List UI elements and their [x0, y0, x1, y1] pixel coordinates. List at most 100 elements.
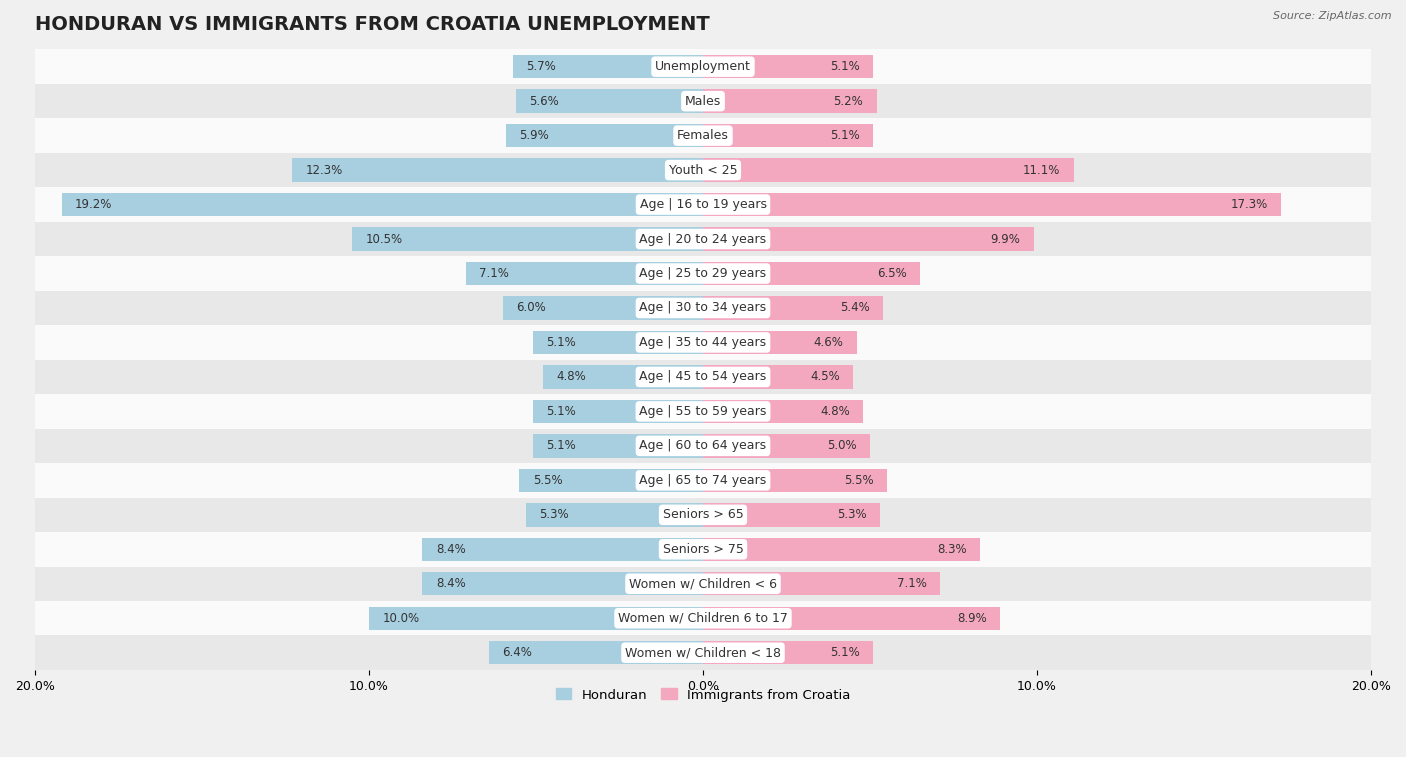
Bar	[35, 463, 1371, 497]
Bar	[35, 428, 1371, 463]
Bar	[506, 124, 703, 148]
Bar	[703, 262, 920, 285]
Bar	[35, 635, 1371, 670]
Text: 9.9%: 9.9%	[990, 232, 1021, 245]
Bar	[703, 296, 883, 319]
Bar	[35, 291, 1371, 326]
Text: 5.2%: 5.2%	[834, 95, 863, 107]
Text: 10.0%: 10.0%	[382, 612, 419, 625]
Bar	[703, 331, 856, 354]
Text: 12.3%: 12.3%	[305, 164, 343, 176]
Text: 8.9%: 8.9%	[957, 612, 987, 625]
Bar	[703, 124, 873, 148]
Bar	[502, 296, 703, 319]
Text: 8.3%: 8.3%	[938, 543, 967, 556]
Text: Age | 20 to 24 years: Age | 20 to 24 years	[640, 232, 766, 245]
Bar	[353, 227, 703, 251]
Bar	[35, 360, 1371, 394]
Text: 8.4%: 8.4%	[436, 543, 465, 556]
Bar	[703, 435, 870, 457]
Bar	[703, 469, 887, 492]
Text: Age | 45 to 54 years: Age | 45 to 54 years	[640, 370, 766, 384]
Bar	[513, 55, 703, 79]
Text: 4.8%: 4.8%	[555, 370, 586, 384]
Bar	[703, 158, 1074, 182]
Text: Source: ZipAtlas.com: Source: ZipAtlas.com	[1274, 11, 1392, 21]
Text: 5.1%: 5.1%	[831, 646, 860, 659]
Text: 5.3%: 5.3%	[837, 508, 866, 522]
Bar	[519, 469, 703, 492]
Text: 11.1%: 11.1%	[1024, 164, 1060, 176]
Bar	[703, 641, 873, 665]
Text: Unemployment: Unemployment	[655, 60, 751, 73]
Legend: Honduran, Immigrants from Croatia: Honduran, Immigrants from Croatia	[550, 684, 856, 707]
Text: Seniors > 75: Seniors > 75	[662, 543, 744, 556]
Bar	[35, 566, 1371, 601]
Text: 8.4%: 8.4%	[436, 578, 465, 590]
Text: Age | 55 to 59 years: Age | 55 to 59 years	[640, 405, 766, 418]
Bar	[35, 118, 1371, 153]
Bar	[703, 193, 1281, 217]
Text: 10.5%: 10.5%	[366, 232, 402, 245]
Bar	[465, 262, 703, 285]
Text: 17.3%: 17.3%	[1230, 198, 1268, 211]
Text: 5.0%: 5.0%	[827, 439, 856, 453]
Text: Women w/ Children 6 to 17: Women w/ Children 6 to 17	[619, 612, 787, 625]
Text: 5.1%: 5.1%	[546, 336, 575, 349]
Bar	[526, 503, 703, 527]
Bar	[35, 84, 1371, 118]
Bar	[703, 503, 880, 527]
Bar	[368, 606, 703, 630]
Text: Age | 16 to 19 years: Age | 16 to 19 years	[640, 198, 766, 211]
Bar	[35, 153, 1371, 187]
Text: 4.6%: 4.6%	[814, 336, 844, 349]
Bar	[703, 89, 877, 113]
Text: 5.4%: 5.4%	[841, 301, 870, 314]
Text: 4.5%: 4.5%	[810, 370, 839, 384]
Bar	[35, 601, 1371, 635]
Bar	[292, 158, 703, 182]
Bar	[703, 537, 980, 561]
Bar	[533, 400, 703, 423]
Bar	[35, 222, 1371, 257]
Bar	[703, 572, 941, 596]
Bar	[703, 227, 1033, 251]
Text: Age | 35 to 44 years: Age | 35 to 44 years	[640, 336, 766, 349]
Bar	[422, 537, 703, 561]
Text: HONDURAN VS IMMIGRANTS FROM CROATIA UNEMPLOYMENT: HONDURAN VS IMMIGRANTS FROM CROATIA UNEM…	[35, 15, 710, 34]
Text: 6.4%: 6.4%	[502, 646, 533, 659]
Text: Women w/ Children < 18: Women w/ Children < 18	[626, 646, 780, 659]
Text: 5.1%: 5.1%	[831, 60, 860, 73]
Text: 7.1%: 7.1%	[479, 267, 509, 280]
Bar	[533, 435, 703, 457]
Text: 5.1%: 5.1%	[546, 405, 575, 418]
Bar	[516, 89, 703, 113]
Bar	[422, 572, 703, 596]
Bar	[62, 193, 703, 217]
Text: Age | 30 to 34 years: Age | 30 to 34 years	[640, 301, 766, 314]
Text: 5.5%: 5.5%	[844, 474, 873, 487]
Bar	[35, 394, 1371, 428]
Text: 6.5%: 6.5%	[877, 267, 907, 280]
Text: 5.5%: 5.5%	[533, 474, 562, 487]
Bar	[35, 532, 1371, 566]
Text: Age | 60 to 64 years: Age | 60 to 64 years	[640, 439, 766, 453]
Text: 6.0%: 6.0%	[516, 301, 546, 314]
Text: 5.9%: 5.9%	[519, 129, 548, 142]
Text: 4.8%: 4.8%	[820, 405, 851, 418]
Bar	[35, 187, 1371, 222]
Text: Women w/ Children < 6: Women w/ Children < 6	[628, 578, 778, 590]
Bar	[35, 257, 1371, 291]
Text: 7.1%: 7.1%	[897, 578, 927, 590]
Bar	[35, 497, 1371, 532]
Bar	[703, 365, 853, 388]
Text: Females: Females	[678, 129, 728, 142]
Bar	[703, 400, 863, 423]
Text: 5.6%: 5.6%	[529, 95, 560, 107]
Text: 5.3%: 5.3%	[540, 508, 569, 522]
Text: 5.1%: 5.1%	[831, 129, 860, 142]
Bar	[543, 365, 703, 388]
Text: Youth < 25: Youth < 25	[669, 164, 737, 176]
Bar	[703, 606, 1000, 630]
Text: 5.7%: 5.7%	[526, 60, 555, 73]
